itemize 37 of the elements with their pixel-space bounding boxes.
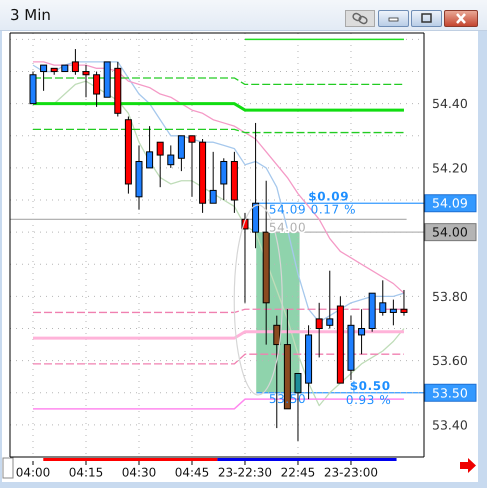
candlestick xyxy=(316,302,323,358)
x-tick-label: 04:30 xyxy=(122,465,156,480)
candlestick xyxy=(400,289,408,316)
candlestick xyxy=(82,64,90,98)
ref-line-label: 54.00 xyxy=(432,224,468,240)
annotation: $0.50 xyxy=(350,379,391,394)
annotation: 54.09 0.17 % xyxy=(268,202,356,217)
chart-title: 3 Min xyxy=(10,6,51,24)
y-tick-label: 53.40 xyxy=(432,417,468,432)
x-tick-label: 04:45 xyxy=(174,465,210,480)
candlestick xyxy=(390,299,397,326)
candlestick xyxy=(72,48,79,76)
candlestick xyxy=(379,280,386,316)
annotation: $0.09 xyxy=(308,190,350,204)
annotation: 0.93 % xyxy=(346,393,392,408)
candlestick xyxy=(93,71,100,108)
candlestick xyxy=(188,135,196,198)
y-tick-label: 54.20 xyxy=(432,160,468,176)
x-tick-label: 04:15 xyxy=(68,465,104,480)
candlestick xyxy=(146,126,154,168)
candlestick xyxy=(220,158,228,201)
candlestick xyxy=(156,142,164,188)
y-tick-label: 53.60 xyxy=(432,353,468,368)
x-tick-label: 23-23:00 xyxy=(324,465,378,480)
x-tick-label: 22:45 xyxy=(280,465,316,480)
candlestick xyxy=(210,151,217,204)
candlestick xyxy=(326,270,334,330)
x-tick-label: 04:00 xyxy=(16,465,50,480)
x-tick-label: 23-22:30 xyxy=(218,465,272,480)
ref-line-label: 53.50 xyxy=(432,385,468,400)
candlestick xyxy=(167,144,174,168)
ref-line-label: 54.09 xyxy=(432,196,468,211)
y-tick-label: 54.40 xyxy=(432,96,468,112)
candlestick xyxy=(358,308,366,355)
candlestick xyxy=(40,64,48,92)
candlestick xyxy=(178,135,185,172)
y-tick-label: 53.80 xyxy=(432,288,468,304)
